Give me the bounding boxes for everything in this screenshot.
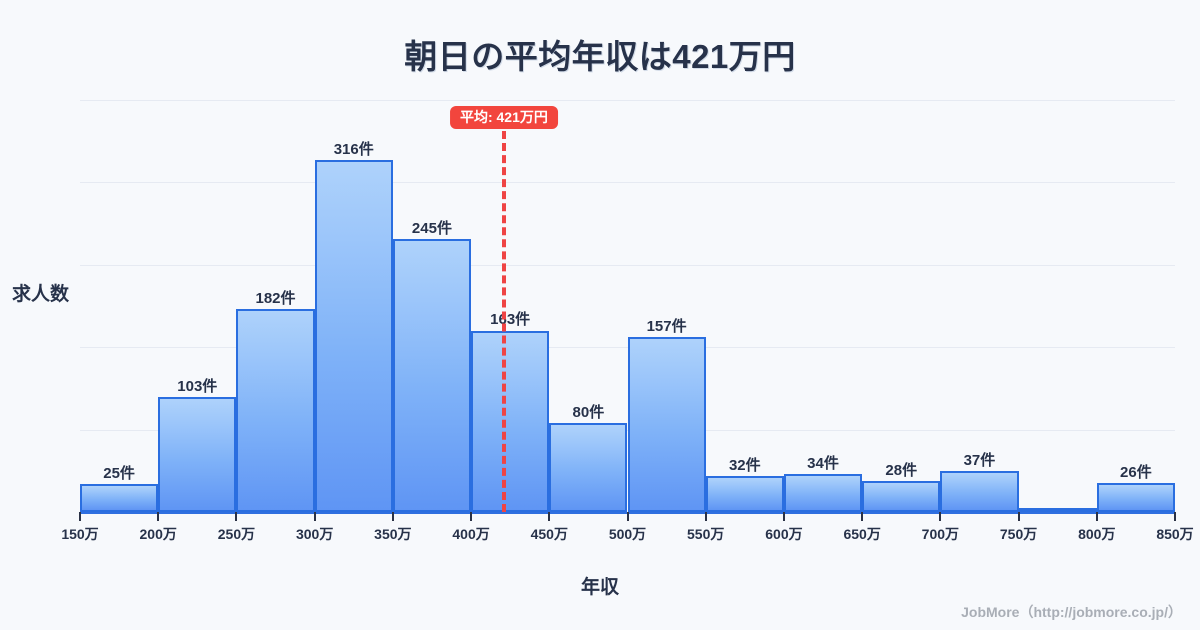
x-axis-title: 年収 [580,577,619,598]
bar-value-label: 32件 [728,457,761,475]
average-line [501,131,506,512]
bar-value-label: 245件 [411,220,452,238]
x-axis-tick-label: 350万 [374,526,412,542]
footer-credit: JobMore（http://jobmore.co.jp/） [961,604,1182,620]
x-axis-tick-label: 850万 [1156,526,1194,542]
x-axis-tick-label: 400万 [452,526,490,542]
bar-value-label: 28件 [885,461,918,479]
bar-value-label: 103件 [177,378,218,396]
bar[interactable] [236,309,315,512]
bar[interactable] [705,476,784,512]
x-axis-tick-label: 450万 [530,526,568,542]
x-axis-tick [782,512,785,521]
x-axis-tick-label: 250万 [217,526,256,542]
gridline [80,100,1175,101]
bar[interactable] [627,337,706,512]
page-title: 朝日の平均年収は421万円 [404,38,796,75]
bar-value-label: 37件 [963,451,996,469]
bar-value-label: 26件 [1120,464,1152,482]
gridline [80,182,1175,183]
bar-value-label: 80件 [572,403,605,421]
x-axis-tick-label: 200万 [139,526,177,542]
bar-value-label: 25件 [103,465,135,483]
bar-value-label: 182件 [255,290,296,308]
average-badge: 平均: 421万円 [449,106,558,129]
bar[interactable] [158,397,237,512]
bar[interactable] [314,160,393,512]
x-axis-tick-label: 300万 [295,526,334,542]
bar[interactable] [940,470,1019,512]
x-axis-tick-label: 800万 [1078,526,1116,542]
x-axis-tick-label: 550万 [687,526,725,542]
x-axis-tick [313,512,316,521]
bar[interactable] [549,422,628,512]
x-axis-tick [79,512,81,521]
x-axis-tick [1174,512,1176,521]
bar[interactable] [1096,483,1175,512]
gridline [80,265,1175,266]
x-axis-tick [626,512,629,521]
bar[interactable] [392,239,472,512]
bar[interactable] [783,474,863,512]
bar[interactable] [862,480,941,512]
x-axis-tick [157,512,160,521]
y-axis-title: 求人数 [12,284,70,305]
x-axis-tick [470,512,473,521]
x-axis-tick [548,512,551,521]
bar-value-label: 163件 [490,311,531,329]
x-axis-tick [235,512,238,521]
x-axis-tick-label: 500万 [608,526,647,542]
x-axis-tick-label: 750万 [999,526,1038,542]
x-axis-tick [939,512,942,521]
x-axis-tick [1095,512,1098,521]
x-axis-tick [391,512,394,521]
x-axis-tick [1017,512,1020,521]
bar[interactable] [80,484,159,512]
x-axis-tick [861,512,864,521]
bar[interactable] [1018,507,1097,512]
x-axis-tick-label: 700万 [921,526,960,542]
bar-value-label: 34件 [807,455,839,473]
x-axis-tick-label: 150万 [61,526,99,542]
bar-value-label: 157件 [646,318,687,336]
x-axis-tick-label: 600万 [765,526,803,542]
bar[interactable] [471,330,550,512]
x-axis-tick-label: 650万 [843,526,881,542]
x-axis-tick [704,512,707,521]
bar-value-label: 316件 [333,141,374,159]
